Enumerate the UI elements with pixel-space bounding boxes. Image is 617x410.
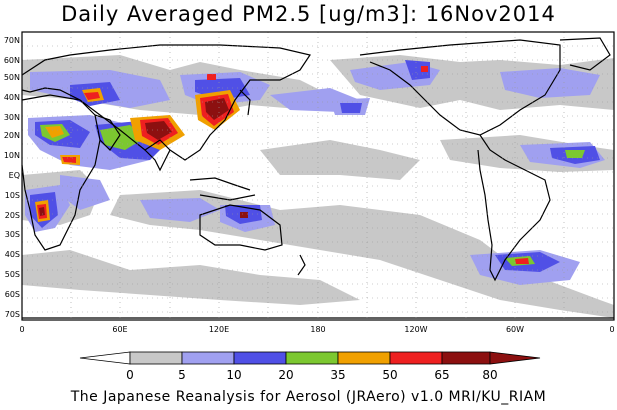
colorbar-tick: 20 (278, 368, 293, 382)
colorbar-segment (441, 351, 491, 365)
pm25-field (22, 55, 614, 318)
lat-label: 70N (4, 36, 20, 45)
colorbar (79, 351, 541, 365)
colorbar-tick: 0 (126, 368, 134, 382)
colorbar-ticks: 0 5 10 20 35 50 65 80 (126, 368, 497, 382)
lat-label: 70S (5, 310, 20, 319)
credit-line: The Japanese Reanalysis for Aerosol (JRA… (70, 389, 547, 405)
colorbar-segment (181, 351, 235, 365)
lat-label: 50S (5, 270, 20, 279)
lat-label: 20S (5, 211, 20, 220)
colorbar-segment (233, 351, 287, 365)
colorbar-tick: 80 (482, 368, 497, 382)
colorbar-tick: 50 (382, 368, 397, 382)
colorbar-tick: 35 (330, 368, 345, 382)
colorbar-tick: 5 (178, 368, 186, 382)
map-frame (21, 31, 615, 321)
colorbar-segment (337, 351, 391, 365)
lat-label: 50N (4, 73, 20, 82)
lon-labels: 0 60E 120E 180 120W 60W 0 (19, 325, 614, 334)
lon-label: 120E (209, 325, 229, 334)
colorbar-min-arrow (79, 351, 131, 365)
lon-label: 60W (506, 325, 524, 334)
lat-label: 20N (4, 131, 20, 140)
lat-label: 40S (5, 250, 20, 259)
lat-label: 10N (4, 151, 20, 160)
lat-label: 30S (5, 230, 20, 239)
lat-label: EQ (9, 171, 20, 180)
colorbar-tick: 65 (434, 368, 449, 382)
field-level-80 (39, 98, 248, 218)
map-title: Daily Averaged PM2.5 [ug/m3]: 16Nov2014 (61, 2, 556, 26)
lat-label: 60N (4, 56, 20, 65)
colorbar-segment (285, 351, 339, 365)
graticule (22, 32, 614, 320)
lon-label: 120W (404, 325, 427, 334)
colorbar-segment (389, 351, 443, 365)
lat-labels: 70N 60N 50N 40N 30N 20N 10N EQ 10S 20S 3… (4, 36, 20, 319)
lon-label: 180 (310, 325, 325, 334)
lat-label: 10S (5, 191, 20, 200)
colorbar-max-arrow (489, 351, 541, 365)
lat-label: 30N (4, 113, 20, 122)
lat-label: 60S (5, 290, 20, 299)
colorbar-tick: 10 (226, 368, 241, 382)
lat-label: 40N (4, 93, 20, 102)
colorbar-segment (129, 351, 183, 365)
lon-label: 0 (609, 325, 614, 334)
lon-label: 60E (112, 325, 127, 334)
lon-label: 0 (19, 325, 24, 334)
